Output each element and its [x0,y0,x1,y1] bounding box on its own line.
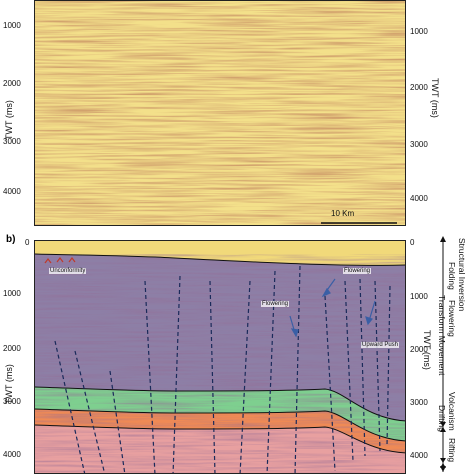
fault-lines [54,265,391,473]
b-left-axis-title: TWT (ms) [4,364,14,404]
phase-drifting: Drifting [437,405,447,432]
interpreted-section-b: Unconformity Flowering Flowering Upward … [34,240,406,474]
unconformity-symbols [44,257,76,264]
a-left-tick-2000: 2000 [3,79,21,88]
movement-arrows [289,278,376,338]
annotation-flowering-1: Flowering [343,268,372,274]
a-left-tick-4000: 4000 [3,187,21,196]
b-right-axis-title: TWT (ms) [422,330,432,370]
a-left-tick-1000: 1000 [3,21,21,30]
b-left-tick-1000: 1000 [3,289,21,298]
phase-volcanism: Volcanism [447,392,457,431]
phase-rifting: Rifting [447,438,457,463]
scale-bar-label: 10 Km [331,209,355,218]
b-right-tick-3000: 3000 [410,398,428,407]
b-right-tick-0: 0 [410,238,415,247]
b-left-tick-4000: 4000 [3,450,21,459]
a-right-tick-2000: 2000 [410,83,428,92]
phase-flowering: Flowering [447,300,457,337]
phase-structural-inversion: Structural Inversion [457,238,467,312]
b-right-tick-4000: 4000 [410,451,428,460]
b-left-tick-0: 0 [25,238,30,247]
a-right-tick-1000: 1000 [410,27,428,36]
seismic-section-a: 10 Km [34,0,406,226]
a-left-axis-title: TWT (ms) [4,100,14,140]
interpreted-image-b [35,241,405,473]
b-left-tick-2000: 2000 [3,344,21,353]
panel-b-letter: b) [6,234,16,245]
a-left-tick-3000: 3000 [3,137,21,146]
a-right-tick-3000: 3000 [410,140,428,149]
a-right-tick-4000: 4000 [410,194,428,203]
b-left-tick-3000: 3000 [3,397,21,406]
phase-timeline [440,236,446,472]
b-right-tick-2000: 2000 [410,345,428,354]
a-right-axis-title: TWT (ms) [430,78,440,118]
annotation-unconformity: Unconformity [49,268,87,274]
annotation-upward-push: Upward Push [361,342,400,348]
seismic-image-a [35,1,405,225]
annotation-flowering-2: Flowering [261,301,290,307]
phase-folding: Folding [447,262,457,290]
phase-transform-movement: Transform Movement [437,295,447,376]
b-right-tick-1000: 1000 [410,292,428,301]
